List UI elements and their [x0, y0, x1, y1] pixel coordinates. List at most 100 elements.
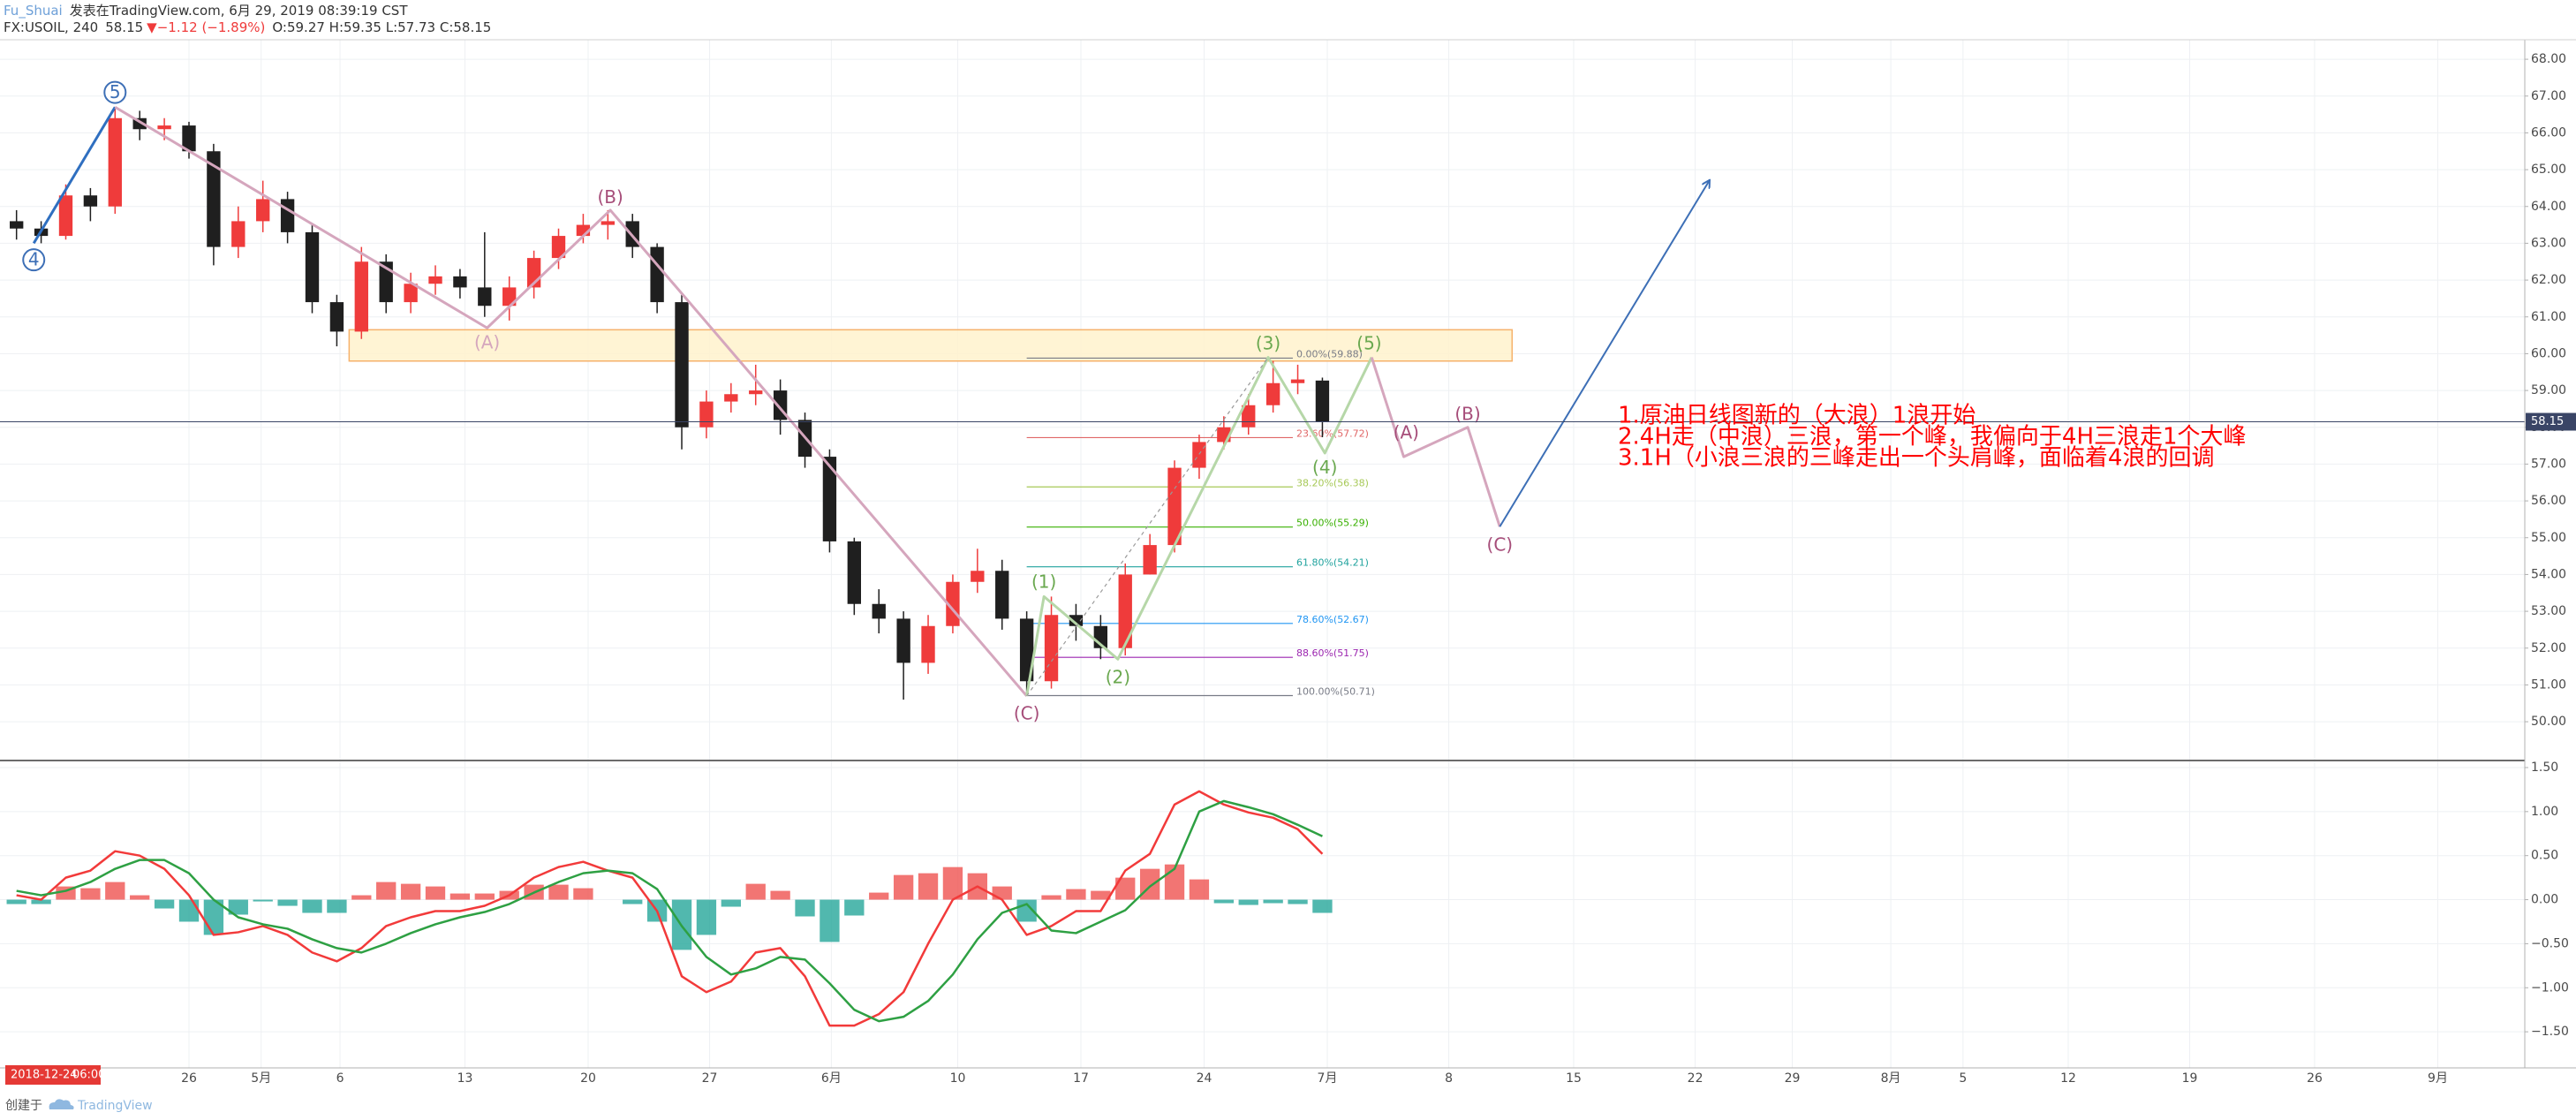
wave-label: (2): [1106, 667, 1130, 688]
histogram-bar: [893, 874, 914, 900]
fib-label: 50.00%(55.29): [1296, 518, 1369, 529]
candle-body: [699, 401, 714, 428]
histogram-bar: [745, 883, 766, 900]
last-price-box: [2526, 412, 2576, 431]
histogram-bar: [351, 895, 372, 900]
notes: 1.原油日线图新的（大浪）1浪开始 2.4H走（中浪）三浪，第一个峰，我偏向于4…: [1618, 403, 2247, 472]
y-tick-label: 64.00: [2531, 200, 2566, 214]
histogram-bar: [154, 899, 175, 909]
y-tick-label: 1.50: [2531, 761, 2558, 775]
y-tick-label: 68.00: [2531, 52, 2566, 66]
candle-body: [182, 125, 196, 152]
wave-label: (B): [597, 186, 623, 208]
histogram-bar: [795, 899, 815, 917]
candle-body: [724, 394, 738, 402]
candle-body: [675, 302, 689, 428]
histogram-bar: [80, 888, 101, 900]
histogram-bar: [1115, 877, 1136, 900]
fib-label: 78.60%(52.67): [1296, 614, 1369, 625]
wave-line: [32, 106, 117, 245]
histogram-bar: [253, 899, 273, 902]
candle-body: [1192, 442, 1206, 468]
published: 发表在TradingView.com, 6月 29, 2019 08:39:19…: [70, 3, 409, 19]
cursor-time: 06:00: [72, 1069, 105, 1082]
histogram-bar: [844, 899, 865, 916]
histogram-bar: [31, 899, 51, 904]
candle-body: [10, 221, 24, 229]
y-tick-label: 66.00: [2531, 125, 2566, 140]
candle-body: [502, 287, 517, 306]
note: 1.原油日线图新的（大浪）1浪开始: [1618, 403, 1975, 429]
candle-body: [601, 221, 615, 225]
last-price-label: 58.15: [2531, 415, 2564, 428]
plot: 0.00%(59.88)23.60%(57.72)38.20%(56.38)50…: [0, 80, 2525, 1027]
x-tick-label: 29: [1785, 1071, 1801, 1086]
histogram-bar: [277, 899, 298, 906]
y-tick-label: 67.00: [2531, 89, 2566, 103]
candle-body: [1265, 382, 1280, 405]
candle-body: [453, 276, 467, 288]
fib-label: 100.00%(50.71): [1296, 686, 1375, 698]
histogram-bar: [548, 884, 569, 900]
candle-body: [1290, 379, 1305, 383]
y-tick-label: −0.50: [2531, 936, 2569, 950]
histogram-bar: [400, 883, 421, 900]
x-tick-label: 7月: [1318, 1071, 1338, 1086]
x-tick-label: 8月: [1881, 1071, 1901, 1086]
symbol-line: FX:USOIL, 240 58.15 ▼−1.12 (−1.89%) O:59.27…: [4, 19, 491, 35]
histogram-bar: [1091, 890, 1111, 900]
x-tick-label: 13: [457, 1071, 473, 1086]
wave-circle: [103, 80, 127, 104]
histogram-bar: [130, 895, 150, 900]
footer-brand[interactable]: TradingView: [77, 1099, 153, 1113]
fib-label: 38.20%(56.38): [1296, 477, 1369, 488]
candle-body: [847, 541, 861, 604]
y-tick-label: 53.00: [2531, 604, 2566, 618]
grid: [0, 40, 2525, 1068]
wave-line: [1499, 181, 1709, 527]
histogram-bar: [327, 899, 347, 913]
y-tick-label: 57.00: [2531, 457, 2566, 471]
wave-label: (5): [1356, 333, 1381, 354]
candle-body: [1019, 618, 1034, 682]
y-tick-label: −1.50: [2531, 1025, 2569, 1039]
wave-label: (B): [1454, 404, 1480, 425]
candle-body: [749, 390, 763, 395]
histogram-bar: [992, 886, 1012, 900]
x-tick-label: 27: [702, 1071, 718, 1086]
y-tick-label: 61.00: [2531, 310, 2566, 324]
y-tick-label: 60.00: [2531, 346, 2566, 360]
x-tick-label: 19: [2182, 1071, 2198, 1086]
wave-line: [1026, 357, 1269, 697]
histogram-bar: [302, 899, 322, 913]
candle-body: [1069, 615, 1084, 626]
histogram-bar: [178, 899, 200, 922]
x-tick-label: 6月: [821, 1071, 842, 1086]
histogram-bar: [820, 899, 840, 942]
wave-label: 5: [110, 81, 121, 102]
histogram-bar: [1066, 889, 1086, 900]
wave-line: [1370, 357, 1501, 527]
y-tick-label: 0.00: [2531, 893, 2558, 907]
ohlc: O:59.27 H:59.35 L:57.73 C:58.15: [272, 19, 491, 35]
note: 2.4H走（中浪）三浪，第一个峰，我偏向于4H三浪走1个大峰: [1618, 424, 2247, 450]
candle-body: [1167, 467, 1182, 546]
brand-logo[interactable]: [49, 1099, 74, 1109]
wave-label: (3): [1256, 333, 1280, 354]
x-tick-label: 8: [1445, 1071, 1453, 1086]
candle-body: [896, 618, 910, 663]
histogram-bar: [1189, 879, 1210, 900]
candle-body: [108, 117, 122, 207]
x-tick-label: 10: [950, 1071, 966, 1086]
x-tick-label: 15: [1566, 1071, 1582, 1086]
fib-label: 0.00%(59.88): [1296, 348, 1363, 359]
wave-line: [114, 105, 1028, 697]
candle-body: [404, 284, 418, 303]
candle-body: [1143, 545, 1157, 575]
header-line: Fu_Shuai 发表在TradingView.com, 6月 29, 2019 …: [4, 3, 408, 19]
cursor-label-box: [5, 1065, 101, 1085]
candle-body: [83, 195, 98, 207]
histogram-bar: [105, 882, 125, 900]
indicator-line: [16, 799, 1323, 1023]
